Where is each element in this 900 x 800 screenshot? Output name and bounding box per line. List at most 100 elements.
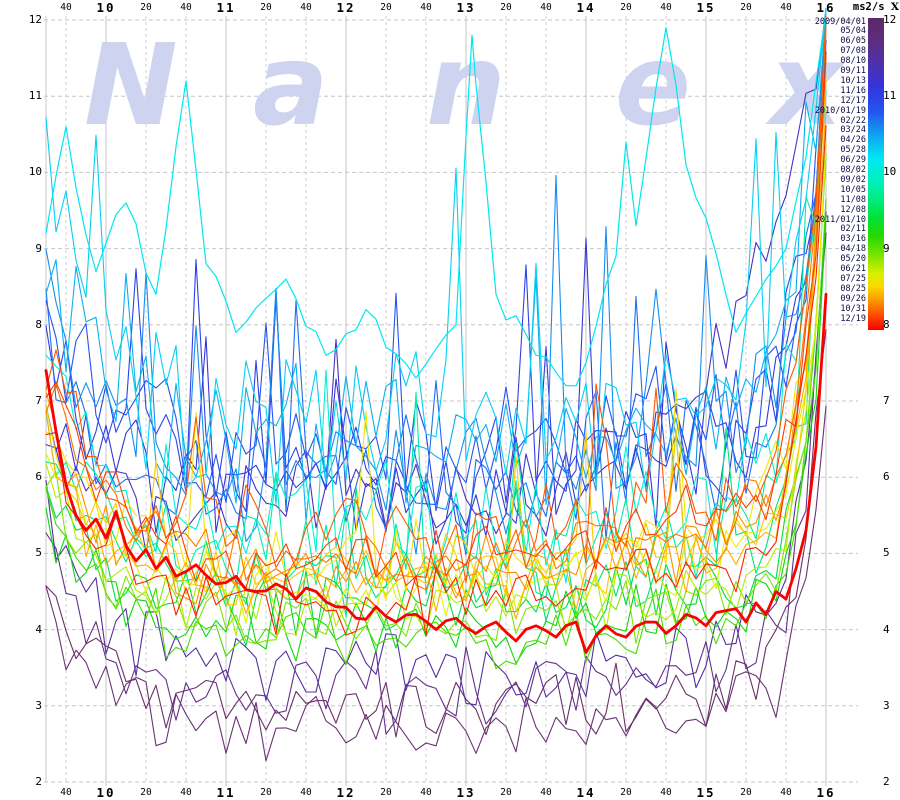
series-line-2010-01-19: [45, 8, 827, 555]
x-tick-label-top: 40: [60, 2, 72, 13]
x-tick-label-bottom: 14: [576, 785, 596, 800]
legend-date: 05/28: [840, 145, 866, 156]
y-tick-label-left: 9: [35, 241, 42, 255]
watermark-letter: N: [84, 21, 178, 151]
x-tick-label-bottom: 20: [500, 787, 512, 798]
x-tick-label-top: 20: [260, 2, 272, 13]
x-tick-label-top: 40: [300, 2, 312, 13]
x-tick-label-bottom: 20: [740, 787, 752, 798]
y-tick-label-left: 5: [35, 546, 42, 560]
series-line-11-16: [45, 21, 827, 506]
series-line-10-05: [45, 215, 827, 664]
series-line-09-11: [45, 39, 827, 545]
y-tick-label-left: 11: [28, 89, 42, 103]
x-tick-label-bottom: 15: [696, 785, 716, 800]
legend-date: 02/22: [840, 115, 866, 126]
x-tick-label-bottom: 10: [96, 785, 116, 800]
series-line-07-25: [45, 28, 827, 591]
x-tick-label-top: 40: [420, 2, 432, 13]
series-line-08-10: [45, 8, 827, 553]
series-line-04-26: [45, 11, 827, 387]
x-tick-label-bottom: 11: [216, 785, 236, 800]
y-tick-label-left: 8: [35, 317, 42, 331]
series-line-10-31: [45, 125, 827, 636]
series-line-10-13: [45, 51, 827, 534]
watermark-letter: e: [615, 21, 691, 151]
legend-date: 2009/04/01: [814, 16, 866, 27]
y-tick-label-left: 3: [35, 698, 42, 712]
legend-date: 11/08: [840, 194, 866, 205]
x-tick-label-top: 20: [620, 2, 632, 13]
series-line-02-11: [45, 142, 827, 624]
x-tick-label-top: 20: [380, 2, 392, 13]
x-tick-label-bottom: 20: [260, 787, 272, 798]
legend-date: 09/02: [840, 174, 866, 185]
x-tick-label-top: 40: [660, 2, 672, 13]
y-tick-label-right: 2: [883, 775, 890, 788]
series-line-07-08: [45, 211, 827, 706]
y-tick-label-right: 9: [883, 241, 890, 255]
x-tick-label-bottom: 40: [180, 787, 192, 798]
legend-date: 08/02: [840, 165, 866, 175]
x-tick-label-top: 10: [96, 0, 116, 15]
legend-date: 12/08: [840, 204, 866, 215]
y-tick-label-right: 6: [883, 470, 890, 484]
legend-date: 07/08: [840, 46, 866, 57]
x-tick-label-bottom: 40: [300, 787, 312, 798]
legend-date: 06/21: [840, 264, 866, 274]
series-line-11-08: [45, 198, 827, 670]
units-suffix: X: [890, 1, 899, 13]
series-line-03-24: [45, 8, 827, 505]
y-tick-label-right: 5: [883, 546, 890, 560]
watermark-letter: a: [253, 21, 329, 151]
legend-date: 03/16: [840, 234, 866, 245]
x-tick-label-top: 11: [216, 0, 236, 15]
units-text: ms2/s: [852, 1, 885, 13]
y-tick-label-right: 8: [883, 317, 890, 331]
x-tick-label-top: 40: [780, 2, 792, 13]
x-tick-label-top: 16: [816, 0, 836, 15]
x-tick-label-top: 14: [576, 0, 596, 15]
legend-date: 05/04: [840, 26, 866, 37]
y-tick-label-right: 12: [883, 13, 897, 26]
y-tick-label-right: 3: [883, 698, 890, 712]
legend-date: 11/16: [840, 85, 866, 96]
y-tick-label-left: 4: [35, 622, 42, 636]
legend-date: 02/11: [840, 224, 866, 235]
legend-date: 10/05: [840, 184, 866, 195]
legend-date: 12/17: [840, 95, 866, 106]
y-tick-label-left: 12: [28, 13, 42, 26]
y-tick-label-left: 7: [35, 394, 42, 407]
series-line-05-04: [45, 405, 827, 762]
legend-date: 2011/01/10: [814, 214, 866, 225]
x-tick-label-top: 20: [740, 2, 752, 13]
legend-date: 2010/01/19: [814, 105, 866, 116]
x-tick-label-bottom: 20: [380, 787, 392, 798]
y-tick-label-left: 6: [35, 470, 42, 484]
x-tick-label-bottom: 20: [140, 787, 152, 798]
legend-date: 09/26: [840, 293, 866, 304]
series-line-06-29: [45, 89, 827, 598]
legend-date: 12/19: [840, 313, 866, 324]
x-tick-label-bottom: 40: [420, 787, 432, 798]
x-tick-label-top: 40: [180, 2, 192, 13]
legend-date: 08/10: [840, 56, 866, 67]
colorbar: [868, 18, 884, 330]
legend-date: 10/13: [840, 75, 866, 86]
x-tick-label-bottom: 40: [540, 787, 552, 798]
x-tick-label-bottom: 20: [620, 787, 632, 798]
legend-date: 04/26: [840, 135, 866, 146]
x-tick-label-top: 40: [540, 2, 552, 13]
x-tick-label-top: 15: [696, 0, 716, 15]
units-label: ms2/s X: [812, 1, 899, 13]
x-tick-label-bottom: 12: [336, 785, 356, 800]
x-tick-label-bottom: 40: [660, 787, 672, 798]
legend-date: 04/18: [840, 244, 866, 255]
series-line-06-05: [45, 232, 827, 735]
series-line-2009-04-01: [45, 328, 827, 738]
